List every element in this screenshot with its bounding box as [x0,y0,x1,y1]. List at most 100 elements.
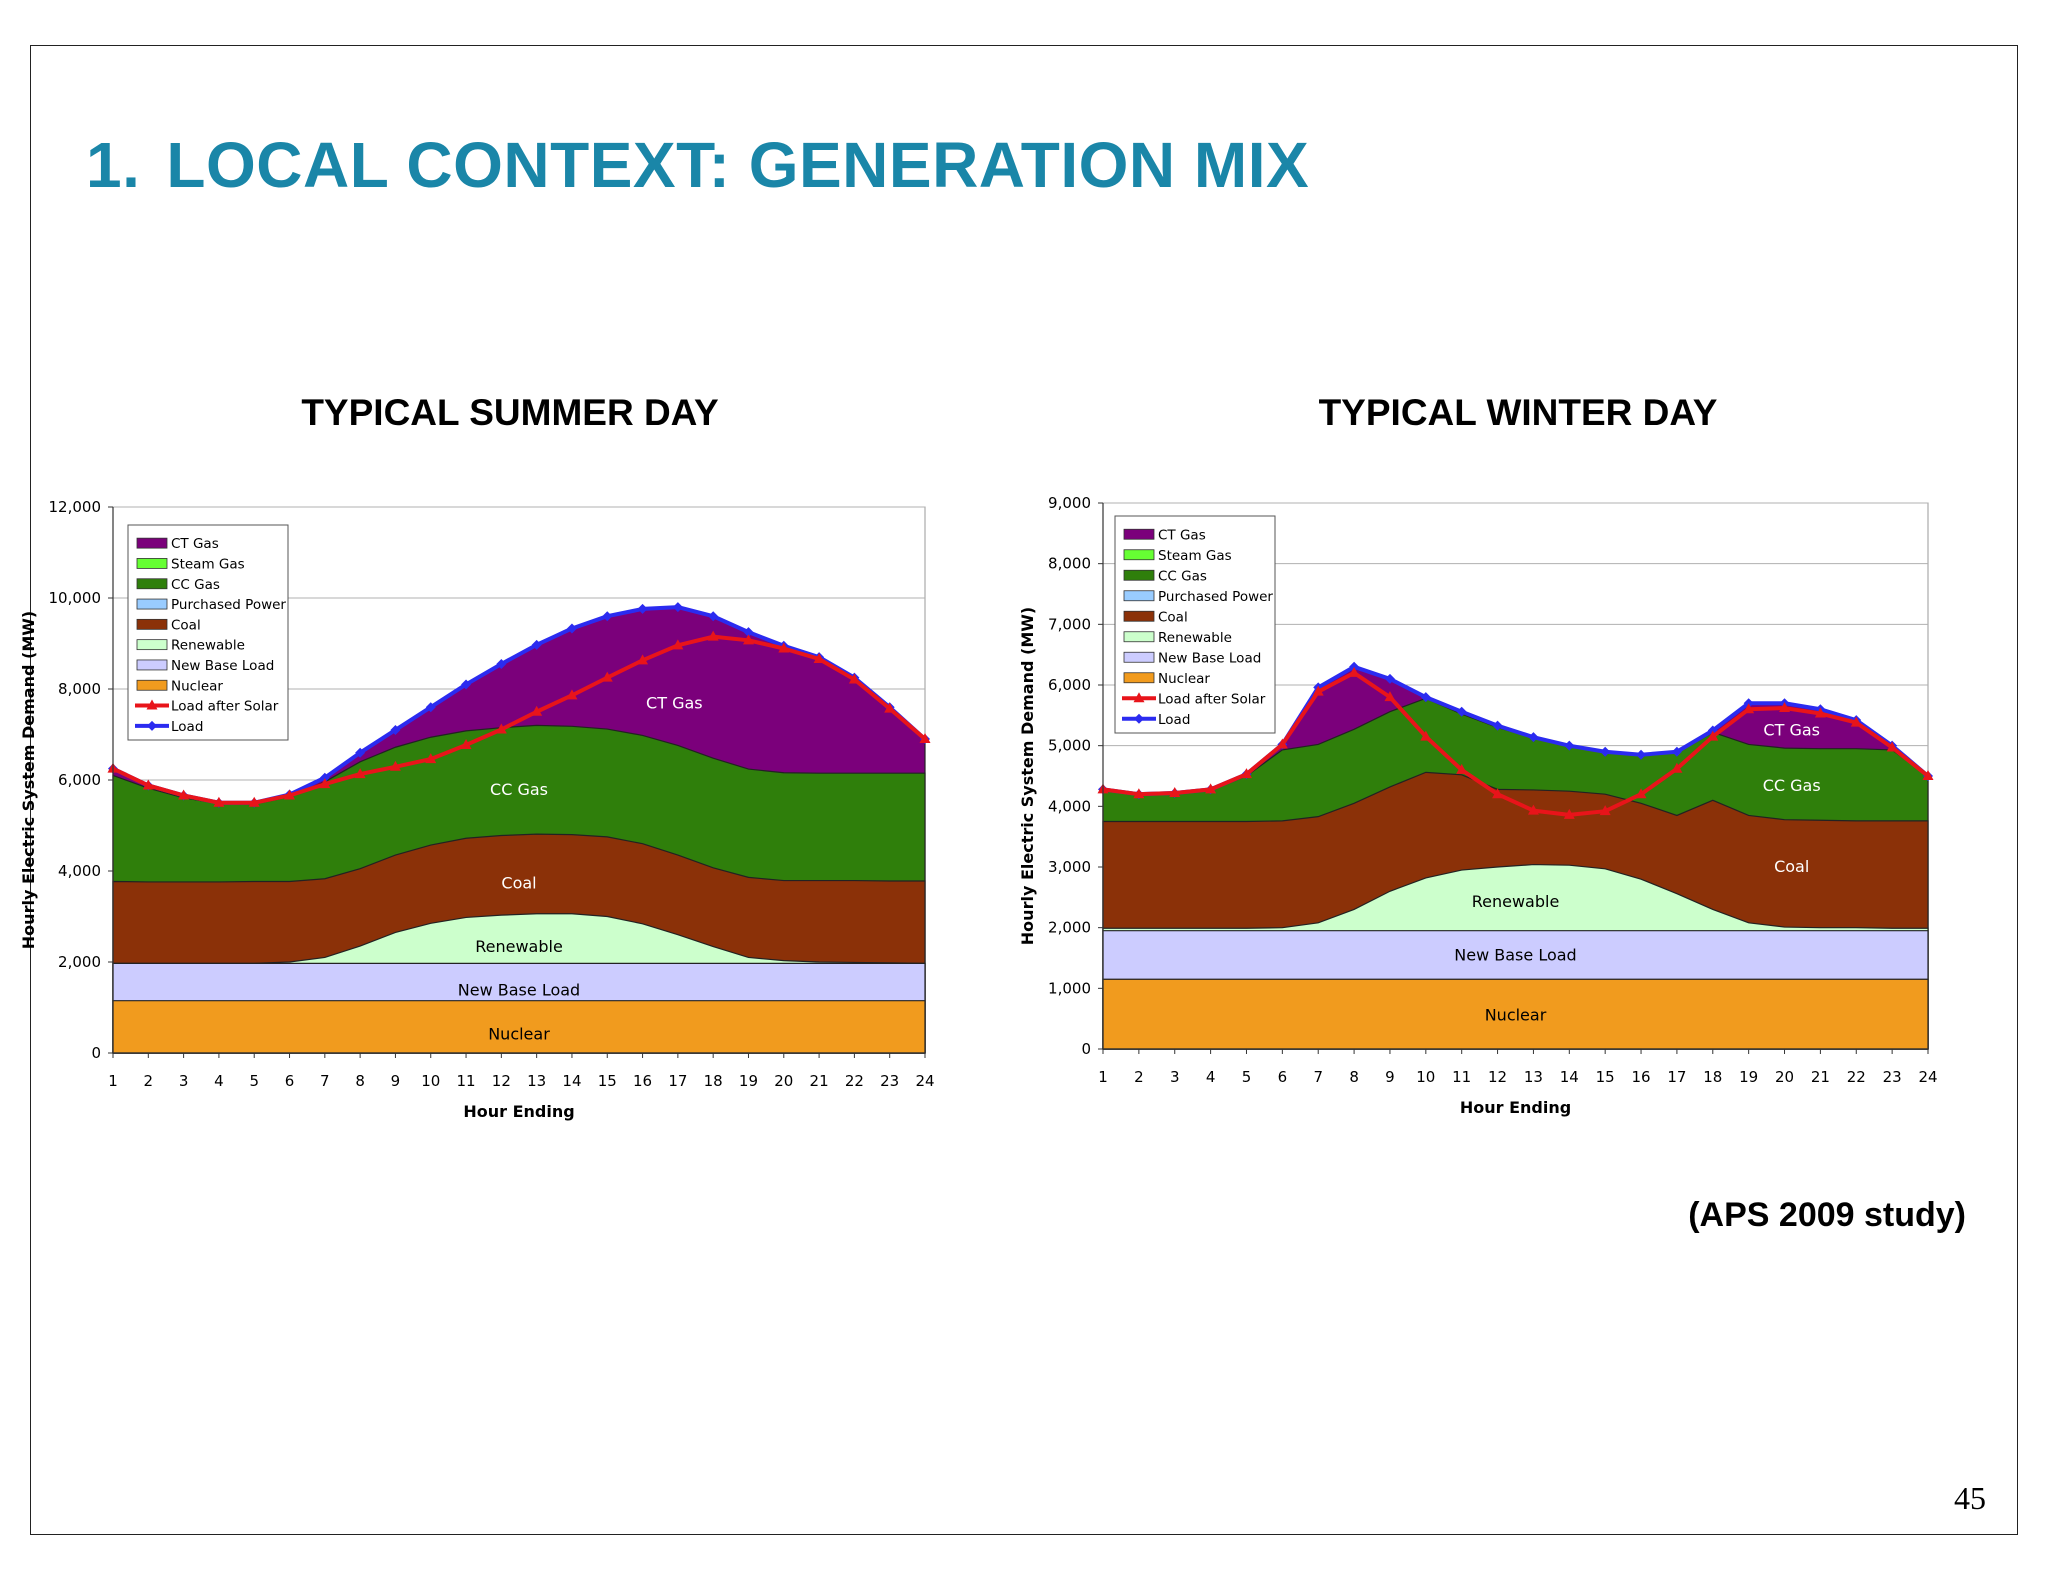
winter-point-load [1420,692,1431,703]
winter-x-tick-label: 19 [1739,1068,1758,1086]
winter-point-load-after-solar [1814,707,1826,718]
winter-x-tick-label: 14 [1560,1068,1579,1086]
winter-point-load-after-solar [1922,770,1934,780]
summer-x-tick-label: 3 [179,1072,189,1090]
winter-point-load [1384,673,1395,684]
winter-legend-swatch-new-base-load [1123,651,1155,663]
summer-y-tick-label: 0 [91,1044,101,1062]
summer-point-load-after-solar [213,796,225,807]
winter-y-tick-label: 0 [1081,1040,1091,1058]
summer-area-nuclear [112,1000,926,1054]
summer-area-label-coal: Coal [501,873,536,892]
winter-x-tick-label: 10 [1416,1068,1435,1086]
summer-line-load-after-solar [112,634,927,805]
summer-x-axis-title: Hour Ending [463,1102,574,1121]
summer-legend-swatch-renewable [136,639,168,651]
summer-point-load-after-solar [778,642,790,653]
winter-x-tick-label: 24 [1918,1068,1937,1086]
summer-x-tick-label: 11 [456,1072,475,1090]
winter-point-load-after-solar [1850,716,1862,727]
summer-x-tick-label: 20 [774,1072,793,1090]
summer-point-load [531,639,542,650]
winter-x-tick-label: 1 [1098,1068,1108,1086]
winter-x-tick-label: 17 [1667,1068,1686,1086]
summer-x-tick-label: 9 [391,1072,401,1090]
winter-legend-label-ct-gas: CT Gas [1158,527,1206,543]
citation: (APS 2009 study) [1688,1196,1966,1234]
summer-y-tick-label: 10,000 [49,589,102,607]
winter-point-load-after-solar [1205,783,1217,794]
summer-legend-label-new-base-load: New Base Load [171,658,274,674]
summer-point-load [743,627,754,638]
slide-title-number: 1. [86,129,141,201]
winter-x-tick-label: 13 [1524,1068,1543,1086]
summer-point-load-after-solar [389,760,401,771]
summer-x-tick-label: 19 [739,1072,758,1090]
winter-legend-label-purchased-power: Purchased Power [1158,589,1273,605]
winter-area-label-cc-gas: CC Gas [1763,776,1821,795]
winter-point-load-after-solar [1492,788,1504,799]
summer-point-load-after-solar [601,671,613,682]
winter-x-tick-label: 18 [1703,1068,1722,1086]
summer-area-label-nuclear: Nuclear [488,1024,550,1043]
summer-legend-label-nuclear: Nuclear [171,678,223,694]
summer-legend-label-ct-gas: CT Gas [171,536,219,552]
summer-point-load [708,611,719,622]
winter-point-load-after-solar [1276,738,1288,749]
summer-legend-label-steam-gas: Steam Gas [171,556,245,572]
winter-y-tick-label: 9,000 [1048,494,1091,512]
summer-area-label-new-base-load: New Base Load [458,980,580,999]
summer-x-tick-label: 14 [562,1072,581,1090]
winter-point-load-after-solar [1563,808,1575,819]
summer-x-tick-label: 22 [845,1072,864,1090]
summer-x-tick-label: 6 [285,1072,295,1090]
summer-point-load [496,658,507,669]
winter-legend-label-load-after-solar: Load after Solar [1158,691,1266,707]
summer-point-load-after-solar [637,654,649,665]
summer-x-tick-label: 16 [633,1072,652,1090]
summer-legend-label-coal: Coal [171,617,201,633]
summer-point-load-after-solar [319,778,331,789]
summer-legend-swatch-steam-gas [136,558,168,569]
summer-legend-swatch-coal [136,618,168,630]
summer-y-tick-label: 8,000 [58,680,101,698]
summer-legend-label-purchased-power: Purchased Power [171,597,286,613]
summer-y-tick-label: 2,000 [58,953,101,971]
summer-y-tick-label: 6,000 [58,771,101,789]
summer-point-load [390,724,401,735]
summer-legend-swatch-cc-gas [136,578,168,590]
winter-legend-label-cc-gas: CC Gas [1158,568,1207,584]
summer-point-load-after-solar [178,789,190,800]
summer-point-load [319,772,330,783]
winter-point-load [1600,746,1611,757]
winter-point-load-after-solar [1779,702,1791,713]
summer-point-load-after-solar [460,738,472,749]
summer-point-load-after-solar [354,768,366,779]
summer-x-tick-label: 4 [214,1072,224,1090]
summer-legend-swatch-purchased-power [136,598,168,610]
summer-x-tick-label: 5 [249,1072,259,1090]
summer-point-load [566,623,577,634]
summer-point-load [425,702,436,713]
winter-x-tick-label: 9 [1385,1068,1395,1086]
winter-legend-swatch-nuclear [1123,672,1155,684]
summer-area-label-cc-gas: CC Gas [490,780,548,799]
winter-legend-label-steam-gas: Steam Gas [1158,548,1232,564]
winter-x-tick-label: 4 [1206,1068,1216,1086]
summer-x-tick-label: 7 [320,1072,330,1090]
summer-point-load-after-solar [142,779,154,790]
summer-point-load-after-solar [672,639,684,650]
summer-x-tick-label: 1 [108,1072,118,1090]
winter-point-load-after-solar [1886,741,1898,752]
winter-legend-swatch-cc-gas [1123,569,1155,581]
summer-point-load-after-solar [884,702,896,713]
slide-title-text: LOCAL CONTEXT: GENERATION MIX [166,129,1310,201]
winter-point-load-after-solar [1527,804,1539,815]
winter-x-tick-label: 3 [1170,1068,1180,1086]
summer-chart-title: TYPICAL SUMMER DAY [301,392,719,433]
winter-point-load-after-solar [1169,786,1181,797]
winter-y-tick-label: 2,000 [1048,919,1091,937]
winter-point-load-after-solar [1456,763,1468,774]
summer-legend-swatch-ct-gas [136,537,168,549]
